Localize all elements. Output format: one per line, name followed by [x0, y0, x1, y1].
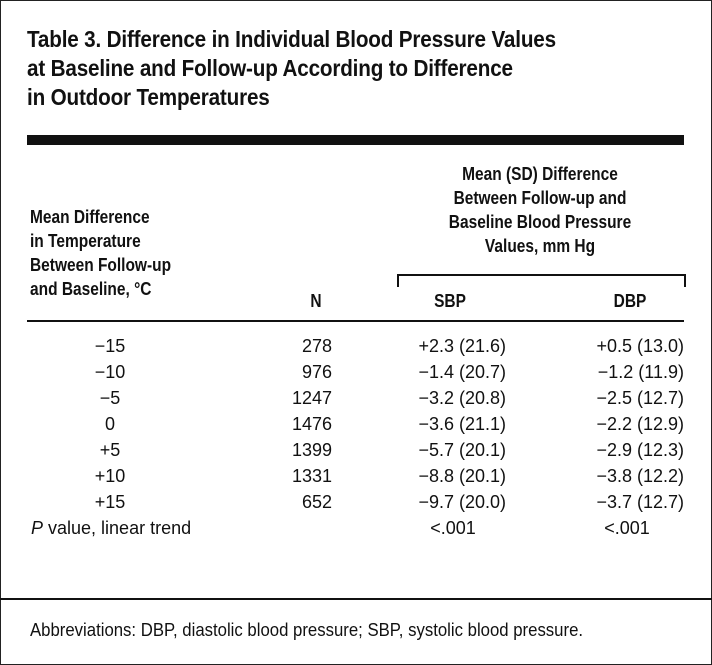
title-line: at Baseline and Follow-up According to D…: [27, 55, 513, 81]
cell-dbp: −2.2 (12.9): [596, 414, 684, 434]
cell-n: 278: [301, 336, 332, 356]
cell-sbp: −3.6 (21.1): [418, 414, 506, 434]
cell-temperature: +10: [94, 466, 126, 486]
cell-sbp: −3.2 (20.8): [418, 388, 506, 408]
cell-sbp: −1.4 (20.7): [418, 362, 506, 382]
cell-n: 1331: [291, 466, 332, 486]
table-row: −5 1247 −3.2 (20.8) −2.5 (12.7): [0, 386, 712, 410]
header-line: Mean Difference: [30, 207, 150, 227]
table-title: Table 3. Difference in Individual Blood …: [27, 25, 608, 112]
header-line: Between Follow-up and: [453, 188, 627, 208]
cell-temperature: +15: [94, 492, 126, 512]
header-mean-difference: Mean (SD) Difference Between Follow-up a…: [420, 162, 661, 258]
p-value-sbp: <.001: [430, 518, 476, 538]
cell-n: 976: [301, 362, 332, 382]
cell-temperature: 0: [104, 414, 115, 434]
cell-dbp: −3.8 (12.2): [596, 466, 684, 486]
header-line: in Temperature: [30, 231, 141, 251]
abbreviations-footnote: Abbreviations: DBP, diastolic blood pres…: [30, 620, 584, 640]
header-line: Baseline Blood Pressure: [448, 212, 632, 232]
cell-temperature: −10: [94, 362, 126, 382]
p-value-label: P value, linear trend: [31, 516, 191, 540]
column-span-bracket: [397, 274, 686, 287]
header-rule: [27, 320, 684, 322]
cell-temperature: −5: [99, 388, 121, 408]
table-row: −15 278 +2.3 (21.6) +0.5 (13.0): [0, 334, 712, 358]
header-n: N: [310, 291, 322, 311]
title-line: in Outdoor Temperatures: [27, 84, 270, 110]
p-value-row: P value, linear trend <.001 <.001: [0, 516, 712, 540]
table-row: 0 1476 −3.6 (21.1) −2.2 (12.9): [0, 412, 712, 436]
header-sbp: SBP: [434, 291, 466, 311]
table-row: −10 976 −1.4 (20.7) −1.2 (11.9): [0, 360, 712, 384]
header-line: Mean (SD) Difference: [462, 164, 618, 184]
header-dbp: DBP: [613, 291, 647, 311]
cell-sbp: +2.3 (21.6): [418, 336, 506, 356]
cell-n: 1399: [291, 440, 332, 460]
footer-rule: [0, 598, 712, 600]
p-label-text: value, linear trend: [43, 518, 192, 538]
top-rule: [27, 135, 684, 145]
table-row: +10 1331 −8.8 (20.1) −3.8 (12.2): [0, 464, 712, 488]
header-line: Values, mm Hg: [484, 236, 596, 256]
cell-dbp: −3.7 (12.7): [596, 492, 684, 512]
header-line: Between Follow-up: [30, 255, 172, 275]
cell-sbp: −9.7 (20.0): [418, 492, 506, 512]
cell-temperature: +5: [99, 440, 121, 460]
cell-temperature: −15: [94, 336, 126, 356]
cell-n: 1247: [291, 388, 332, 408]
cell-n: 652: [301, 492, 332, 512]
p-letter: P: [31, 518, 44, 538]
cell-dbp: +0.5 (13.0): [596, 336, 684, 356]
cell-n: 1476: [291, 414, 332, 434]
table-row: +5 1399 −5.7 (20.1) −2.9 (12.3): [0, 438, 712, 462]
cell-sbp: −5.7 (20.1): [418, 440, 506, 460]
header-line: and Baseline, °C: [30, 279, 152, 299]
title-line: Table 3. Difference in Individual Blood …: [27, 26, 556, 52]
cell-dbp: −2.5 (12.7): [596, 388, 684, 408]
cell-dbp: −2.9 (12.3): [596, 440, 684, 460]
cell-sbp: −8.8 (20.1): [418, 466, 506, 486]
p-value-dbp: <.001: [604, 518, 650, 538]
cell-dbp: −1.2 (11.9): [597, 362, 684, 382]
header-temperature: Mean Difference in Temperature Between F…: [30, 205, 171, 301]
table-row: +15 652 −9.7 (20.0) −3.7 (12.7): [0, 490, 712, 514]
